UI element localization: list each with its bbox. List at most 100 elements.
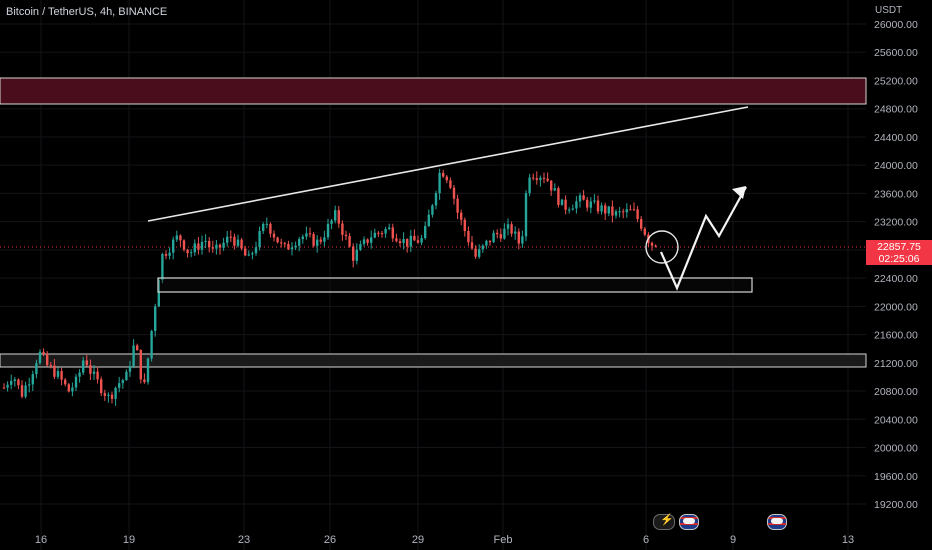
candle-body	[164, 254, 168, 256]
candle-body	[204, 240, 207, 242]
candle-body	[550, 180, 553, 191]
time-tick-label: 26	[324, 534, 336, 546]
us-event-flag-icon[interactable]	[767, 514, 787, 530]
candle-body	[629, 209, 632, 211]
candle-body	[236, 239, 240, 246]
candle-body	[388, 227, 391, 229]
candle-body	[546, 178, 549, 181]
candle-body	[323, 237, 326, 242]
candle-body	[499, 234, 502, 239]
candle-body	[467, 231, 470, 243]
lower-support-zone[interactable]	[0, 353, 867, 368]
candlestick-series	[2, 168, 657, 406]
candle-body	[395, 238, 398, 242]
price-tick-label: 19600.00	[874, 471, 918, 483]
candle-body	[643, 228, 646, 235]
candle-body	[337, 210, 340, 224]
candle-body	[402, 239, 405, 244]
price-tick-label: 24400.00	[874, 132, 918, 144]
candle-body	[348, 236, 351, 247]
time-tick-label: 9	[730, 534, 736, 546]
candle-body	[13, 379, 16, 381]
flash-icon[interactable]: ⚡	[653, 514, 675, 530]
price-tick-label: 22400.00	[874, 273, 918, 285]
candle-body	[312, 234, 315, 246]
candle-body	[384, 228, 387, 234]
candle-body	[341, 223, 344, 235]
candle-body	[431, 205, 434, 215]
time-axis[interactable]: 16 19 23 26 29 Feb 6 9 13	[35, 534, 854, 546]
candle-body	[265, 223, 268, 225]
us-event-flag-icon[interactable]	[679, 514, 699, 530]
price-tick-label: 20000.00	[874, 443, 918, 455]
candle-body	[190, 252, 193, 254]
candle-body	[85, 360, 88, 366]
candle-body	[517, 231, 520, 244]
candle-body	[452, 187, 456, 199]
candle-body	[308, 233, 312, 235]
candle-body	[582, 195, 585, 200]
price-tick-label: 25600.00	[874, 47, 918, 59]
candle-body	[445, 176, 448, 181]
candle-body	[593, 200, 596, 202]
ascending-trendline[interactable]	[147, 106, 749, 222]
last-price-value: 22857.75	[877, 241, 921, 253]
candle-body	[110, 394, 114, 399]
candle-body	[42, 351, 45, 354]
candle-body	[510, 224, 513, 234]
candle-body	[298, 239, 301, 246]
candle-body	[280, 242, 283, 244]
candle-body	[316, 239, 319, 246]
support-zone[interactable]	[157, 277, 753, 293]
candle-body	[157, 279, 160, 307]
candle-body	[262, 223, 265, 232]
candle-body	[251, 253, 254, 255]
candle-body	[542, 177, 546, 179]
candle-body	[305, 233, 308, 237]
candle-body	[553, 188, 556, 191]
candle-body	[485, 240, 488, 246]
candle-body	[427, 214, 430, 227]
projection-path[interactable]	[659, 186, 747, 291]
price-axis[interactable]: 19200.00 19600.00 20000.00 20400.00 20800.00…	[874, 19, 918, 511]
candle-body	[60, 371, 63, 380]
candle-body	[244, 248, 247, 256]
candle-body	[49, 365, 52, 367]
candle-body	[416, 240, 420, 243]
candle-body	[107, 394, 110, 396]
candle-body	[474, 248, 477, 257]
candle-body	[89, 365, 92, 374]
time-tick-label: Feb	[494, 534, 513, 546]
candle-body	[186, 249, 189, 254]
candle-body	[200, 241, 204, 250]
candle-body	[398, 241, 402, 244]
candle-body	[233, 236, 236, 246]
candle-body	[301, 236, 304, 240]
candle-body	[514, 231, 517, 234]
price-tick-label: 23200.00	[874, 217, 918, 229]
candle-body	[35, 363, 38, 375]
candle-body	[272, 233, 276, 238]
candle-body	[139, 350, 142, 380]
candle-body	[208, 240, 211, 248]
candle-body	[197, 243, 200, 250]
candle-body	[193, 243, 196, 253]
price-highlight-circle[interactable]	[645, 230, 679, 264]
candle-body	[366, 239, 369, 243]
candle-body	[622, 211, 625, 213]
candle-body	[614, 211, 618, 216]
time-tick-label: 29	[412, 534, 424, 546]
candle-body	[409, 235, 412, 247]
candle-body	[31, 374, 34, 385]
price-tick-label: 21600.00	[874, 330, 918, 342]
candle-body	[373, 232, 376, 238]
candle-body	[506, 224, 510, 229]
candle-body	[607, 206, 610, 214]
candle-body	[121, 380, 124, 384]
candle-body	[283, 243, 286, 245]
candle-body	[438, 172, 441, 194]
candle-body	[226, 236, 229, 243]
candle-body	[654, 245, 657, 247]
resistance-zone[interactable]	[0, 77, 867, 105]
